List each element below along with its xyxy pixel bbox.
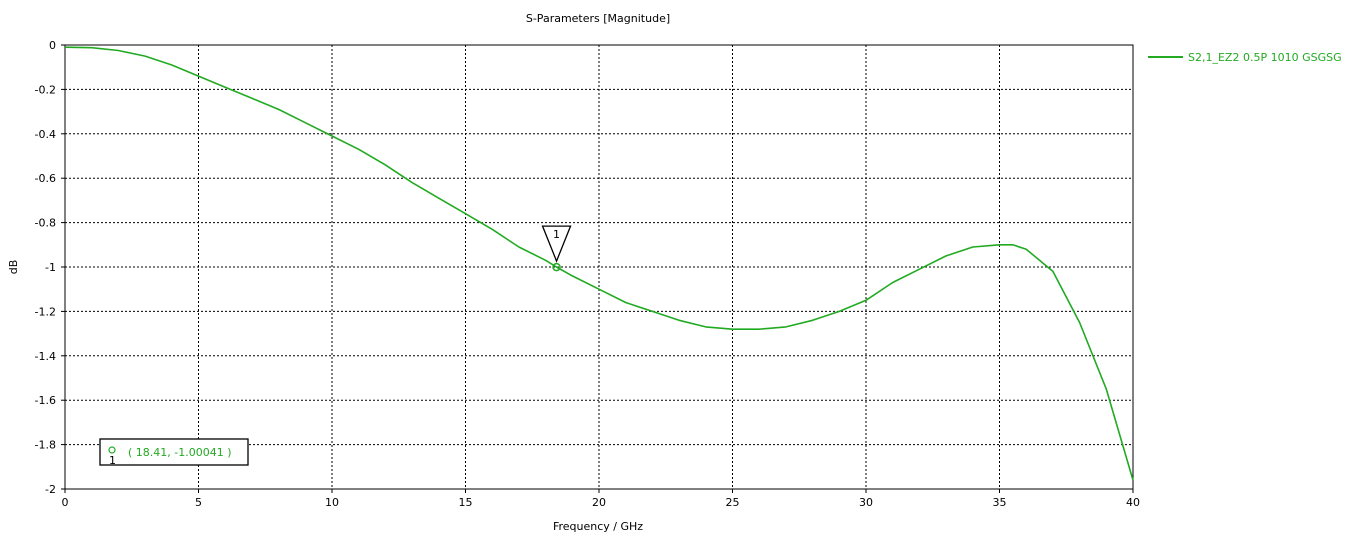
y-tick-label: -1.6 — [35, 394, 56, 407]
series-layer — [64, 46, 1134, 481]
x-tick-label: 15 — [459, 496, 473, 509]
legend-label: S2,1_EZ2 0.5P 1010 GSGSG — [1188, 51, 1342, 64]
readout-marker-id: 1 — [109, 454, 116, 467]
marker-triangle-icon — [541, 225, 572, 263]
x-tick-label: 20 — [592, 496, 606, 509]
x-tick-label: 40 — [1126, 496, 1140, 509]
marker-layer[interactable]: 1 — [541, 225, 572, 272]
x-tick-label: 0 — [62, 496, 69, 509]
marker-readout-box — [99, 438, 249, 466]
legend: S2,1_EZ2 0.5P 1010 GSGSG — [1148, 51, 1342, 64]
y-tick-label: -1 — [45, 261, 56, 274]
x-tick-label: 10 — [325, 496, 339, 509]
marker-point — [552, 262, 561, 272]
series-line — [64, 46, 1134, 481]
x-tick-label: 35 — [993, 496, 1007, 509]
y-tick-label: -0.6 — [35, 172, 56, 185]
marker-label: 1 — [553, 228, 560, 241]
chart-title: S-Parameters [Magnitude] — [526, 12, 670, 25]
y-tick-label: -0.4 — [35, 128, 56, 141]
readout-marker-icon — [108, 446, 116, 454]
y-tick-label: -1.2 — [35, 305, 56, 318]
x-tick-label: 5 — [195, 496, 202, 509]
marker-readout: 1 ( 18.41, -1.00041 ) — [99, 438, 249, 467]
x-axis-label: Frequency / GHz — [553, 520, 643, 533]
y-tick-label: -0.2 — [35, 83, 56, 96]
x-axis-ticks: 0 5 10 15 20 25 30 35 40 — [62, 489, 1140, 509]
y-tick-label: -2 — [45, 483, 56, 496]
y-tick-label: -0.8 — [35, 217, 56, 230]
x-tick-label: 25 — [726, 496, 740, 509]
y-tick-label: 0 — [49, 39, 56, 52]
y-tick-label: -1.4 — [35, 350, 56, 363]
readout-value: ( 18.41, -1.00041 ) — [128, 446, 232, 459]
y-tick-label: -1.8 — [35, 439, 56, 452]
y-axis-label: dB — [7, 260, 20, 275]
grid-lines — [65, 45, 1133, 489]
x-tick-label: 30 — [859, 496, 873, 509]
y-axis-ticks: 0 -0.2 -0.4 -0.6 -0.8 -1 -1.2 -1.4 -1.6 -1.8 -2 — [35, 39, 65, 496]
